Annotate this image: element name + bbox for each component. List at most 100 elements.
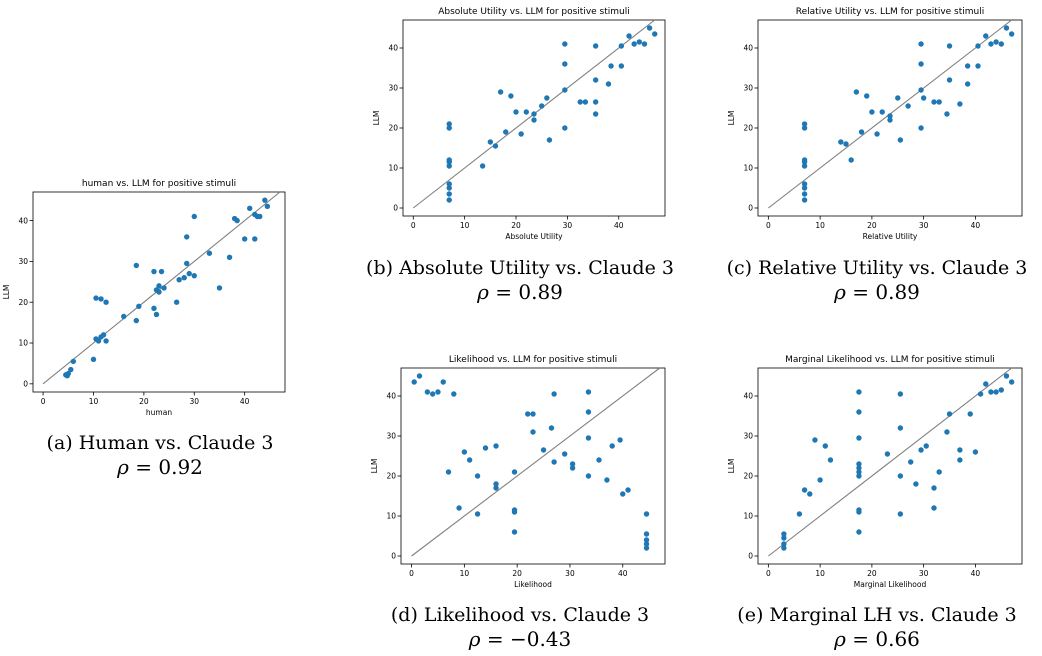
y-tick-label: 40 xyxy=(18,216,28,225)
x-axis-label: Marginal Likelihood xyxy=(854,580,927,589)
data-point xyxy=(897,473,904,479)
chart-title: Marginal Likelihood vs. LLM for positive… xyxy=(785,355,995,365)
data-point xyxy=(596,457,602,463)
data-point xyxy=(530,411,536,417)
data-point xyxy=(513,109,519,115)
x-tick-label: 20 xyxy=(867,221,877,230)
scatter-chart-relative-utility: Relative Utility vs. LLM for positive st… xyxy=(727,7,1023,241)
y-axis-label: LLM xyxy=(372,111,381,126)
rho-value: 0.89 xyxy=(518,280,563,304)
rho-label: ρ = 0.66 xyxy=(834,627,920,651)
x-tick-label: 0 xyxy=(766,221,771,230)
data-point xyxy=(181,275,187,281)
data-point xyxy=(874,131,880,137)
caption-text: (d) Likelihood vs. Claude 3 xyxy=(390,604,650,626)
data-point xyxy=(492,143,499,149)
plot-frame xyxy=(32,191,286,393)
data-point xyxy=(511,469,518,475)
data-point xyxy=(931,99,937,105)
data-point xyxy=(957,447,963,453)
y-tick-label: 0 xyxy=(391,552,396,561)
data-point xyxy=(562,125,568,131)
data-point xyxy=(562,87,568,93)
data-point xyxy=(843,141,849,147)
rho-value: −0.43 xyxy=(509,627,572,651)
data-point xyxy=(967,411,973,417)
data-point xyxy=(95,338,102,344)
data-point xyxy=(643,545,650,551)
y-axis-label: LLM xyxy=(2,285,11,300)
data-point xyxy=(618,43,625,49)
y-tick-label: 40 xyxy=(388,44,398,53)
data-point xyxy=(191,213,197,220)
data-point xyxy=(133,317,140,324)
data-point xyxy=(618,63,625,69)
y-tick-label: 40 xyxy=(743,44,753,53)
y-tick-label: 30 xyxy=(386,432,396,441)
scatter-chart-marginal-likelihood: Marginal Likelihood vs. LLM for positive… xyxy=(727,355,1023,589)
plot-frame xyxy=(757,19,1023,217)
data-point xyxy=(801,121,808,127)
data-point xyxy=(643,537,650,543)
y-tick-label: 10 xyxy=(386,512,396,521)
data-point xyxy=(136,303,142,309)
data-point xyxy=(620,491,626,497)
x-tick-label: 10 xyxy=(89,397,99,406)
data-point xyxy=(577,99,583,105)
data-point xyxy=(908,459,914,465)
data-point xyxy=(998,387,1004,393)
data-point xyxy=(801,163,808,169)
data-point xyxy=(972,449,979,455)
caption-text: (c) Relative Utility vs. Claude 3 xyxy=(726,257,1028,279)
data-point xyxy=(226,254,233,261)
chart-title: human vs. LLM for positive stimuli xyxy=(82,179,236,189)
y-tick-label: 40 xyxy=(386,392,396,401)
data-point xyxy=(206,250,213,256)
y-tick-label: 0 xyxy=(748,204,753,213)
caption-b: (b) Absolute Utility vs. Claude 3 ρ = 0.… xyxy=(360,256,680,304)
data-point xyxy=(856,507,862,513)
data-point xyxy=(544,95,550,101)
data-point xyxy=(801,191,808,197)
data-point xyxy=(252,236,258,242)
data-point xyxy=(856,461,862,467)
data-point xyxy=(493,485,499,491)
x-tick-label: 0 xyxy=(411,221,416,230)
data-point xyxy=(946,77,953,83)
data-point xyxy=(853,89,860,95)
data-point xyxy=(103,338,109,344)
plot-frame xyxy=(757,367,1023,565)
data-point xyxy=(827,457,834,463)
data-point xyxy=(461,449,468,455)
data-point xyxy=(817,477,823,483)
data-point xyxy=(585,409,592,415)
data-point xyxy=(856,435,862,441)
x-tick-label: 10 xyxy=(460,569,470,578)
data-point xyxy=(435,389,441,395)
data-point xyxy=(424,389,431,395)
data-point xyxy=(652,31,658,37)
y-tick-label: 10 xyxy=(18,339,28,348)
data-point xyxy=(93,295,99,301)
x-tick-label: 40 xyxy=(618,569,628,578)
data-point xyxy=(918,447,924,453)
data-point xyxy=(946,43,953,49)
y-tick-label: 0 xyxy=(393,204,398,213)
data-point xyxy=(525,411,531,417)
x-axis-label: Likelihood xyxy=(514,580,552,589)
data-point xyxy=(562,61,568,67)
data-point xyxy=(838,139,844,145)
y-tick-label: 20 xyxy=(386,472,396,481)
y-axis-label: LLM xyxy=(727,459,736,474)
data-point xyxy=(523,109,529,115)
data-point xyxy=(411,379,417,385)
data-point xyxy=(988,389,994,395)
data-point xyxy=(561,451,568,457)
y-axis-label: LLM xyxy=(370,459,379,474)
y-tick-label: 10 xyxy=(388,164,398,173)
data-point xyxy=(151,268,157,275)
y-tick-label: 20 xyxy=(18,298,28,307)
y-tick-label: 30 xyxy=(743,84,753,93)
data-point xyxy=(216,285,223,291)
data-point xyxy=(918,41,924,47)
